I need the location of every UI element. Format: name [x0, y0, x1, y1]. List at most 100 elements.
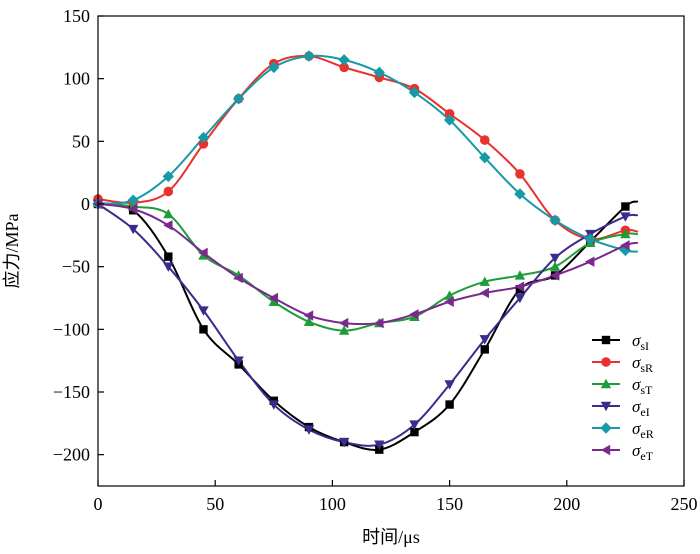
- data-point-sI: [410, 427, 419, 437]
- legend-label-sR: σsR: [632, 353, 653, 375]
- data-point-eT: [585, 256, 595, 267]
- data-point-eR: [443, 114, 456, 126]
- data-point-eI: [444, 380, 455, 390]
- legend-label-eR: σeR: [632, 419, 654, 441]
- data-point-eR: [162, 170, 175, 183]
- x-tick-label: 250: [671, 494, 698, 514]
- data-point-eI: [163, 262, 174, 272]
- legend-label-sT: σsT: [632, 375, 653, 397]
- x-axis-title: 时间/μs: [362, 527, 420, 547]
- legend-marker: [600, 401, 612, 412]
- legend-marker: [601, 335, 611, 345]
- data-point-sI: [480, 345, 489, 354]
- legend-subscript: sI: [640, 339, 649, 353]
- data-point-eR: [338, 54, 350, 66]
- data-point-sR: [515, 169, 525, 179]
- y-tick-label: −200: [53, 445, 90, 465]
- legend-symbol: σ: [632, 353, 641, 372]
- x-tick-label: 100: [319, 494, 346, 514]
- data-point-eT: [479, 287, 489, 299]
- data-point-eT: [444, 296, 454, 307]
- y-tick-label: 0: [81, 194, 90, 214]
- data-point-sT: [163, 208, 174, 219]
- legend-subscript: eI: [640, 405, 649, 419]
- data-point-eI: [549, 253, 561, 264]
- data-point-sT: [303, 316, 315, 327]
- data-point-eR: [373, 66, 385, 79]
- data-point-sR: [479, 135, 490, 145]
- data-point-eT: [268, 292, 278, 304]
- y-tick-label: −100: [53, 319, 90, 339]
- data-point-eI: [198, 306, 209, 316]
- y-axis: 150 100 50 0 −50 −100 −150 −200: [53, 6, 104, 465]
- data-point-eT: [303, 310, 314, 321]
- x-tick-label: 50: [206, 494, 224, 514]
- data-point-sT: [444, 290, 455, 300]
- data-point-eI: [479, 335, 490, 345]
- data-point-eI: [338, 437, 350, 448]
- x-tick-label: 150: [436, 494, 463, 514]
- data-point-sI: [164, 252, 173, 261]
- data-point-sR: [163, 186, 174, 197]
- y-axis-title: 应力/MPa: [2, 213, 22, 288]
- data-point-eR: [232, 93, 245, 105]
- data-point-eR: [303, 50, 315, 62]
- data-point-eI: [233, 356, 244, 366]
- plot-frame: [97, 15, 685, 487]
- y-tick-label: 100: [63, 69, 90, 89]
- legend-subscript: eR: [640, 427, 653, 441]
- data-point-eI: [409, 420, 420, 430]
- data-point-sT: [338, 325, 350, 335]
- data-point-sT: [268, 296, 279, 306]
- data-point-eI: [374, 440, 385, 450]
- y-tick-label: 50: [72, 131, 90, 151]
- x-tick-label: 200: [553, 494, 580, 514]
- data-point-sT: [620, 228, 631, 239]
- legend-label-eT: σeT: [632, 441, 654, 463]
- legend-label-sI: σsI: [632, 331, 649, 353]
- data-point-sR: [339, 62, 349, 73]
- data-point-eR: [514, 188, 526, 200]
- data-point-sR: [444, 108, 455, 119]
- data-point-eT: [549, 270, 560, 281]
- data-point-eR: [584, 233, 596, 245]
- data-point-sR: [198, 139, 209, 149]
- legend-label-eI: σeI: [632, 397, 650, 419]
- legend-subscript: sR: [640, 361, 653, 375]
- legend-subscript: eT: [640, 449, 653, 463]
- legend-marker: [601, 357, 611, 367]
- data-point-eI: [127, 224, 139, 235]
- data-point-eT: [620, 240, 630, 251]
- legend-symbol: σ: [632, 375, 641, 394]
- legend-symbol: σ: [632, 397, 641, 416]
- data-point-sT: [549, 261, 561, 271]
- legend-marker: [600, 444, 611, 456]
- x-axis: 0 50 100 150 200 250: [94, 480, 698, 514]
- x-tick-label: 0: [94, 494, 103, 514]
- data-point-sT: [479, 276, 490, 286]
- data-point-eT: [198, 247, 208, 259]
- data-point-eT: [127, 203, 138, 215]
- data-point-sI: [199, 325, 208, 334]
- data-point-eR: [197, 131, 210, 144]
- data-point-eT: [338, 317, 349, 329]
- data-point-eT: [514, 281, 525, 292]
- legend-symbol: σ: [632, 419, 641, 438]
- data-point-eR: [127, 194, 139, 206]
- legend-subscript: sT: [640, 383, 653, 397]
- y-tick-label: −150: [53, 382, 90, 402]
- data-point-eR: [408, 86, 421, 99]
- data-point-eI: [620, 212, 631, 222]
- legend-symbol: σ: [632, 441, 641, 460]
- y-tick-label: 150: [63, 6, 90, 26]
- data-point-eT: [374, 317, 384, 329]
- legend-symbol: σ: [632, 331, 641, 350]
- legend-marker: [600, 422, 612, 434]
- data-point-eR: [268, 61, 280, 74]
- data-point-eR: [479, 151, 491, 164]
- data-point-eR: [549, 214, 561, 226]
- legend-marker: [600, 378, 612, 389]
